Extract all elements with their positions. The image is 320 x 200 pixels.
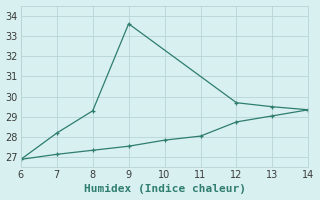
X-axis label: Humidex (Indice chaleur): Humidex (Indice chaleur) <box>84 184 245 194</box>
